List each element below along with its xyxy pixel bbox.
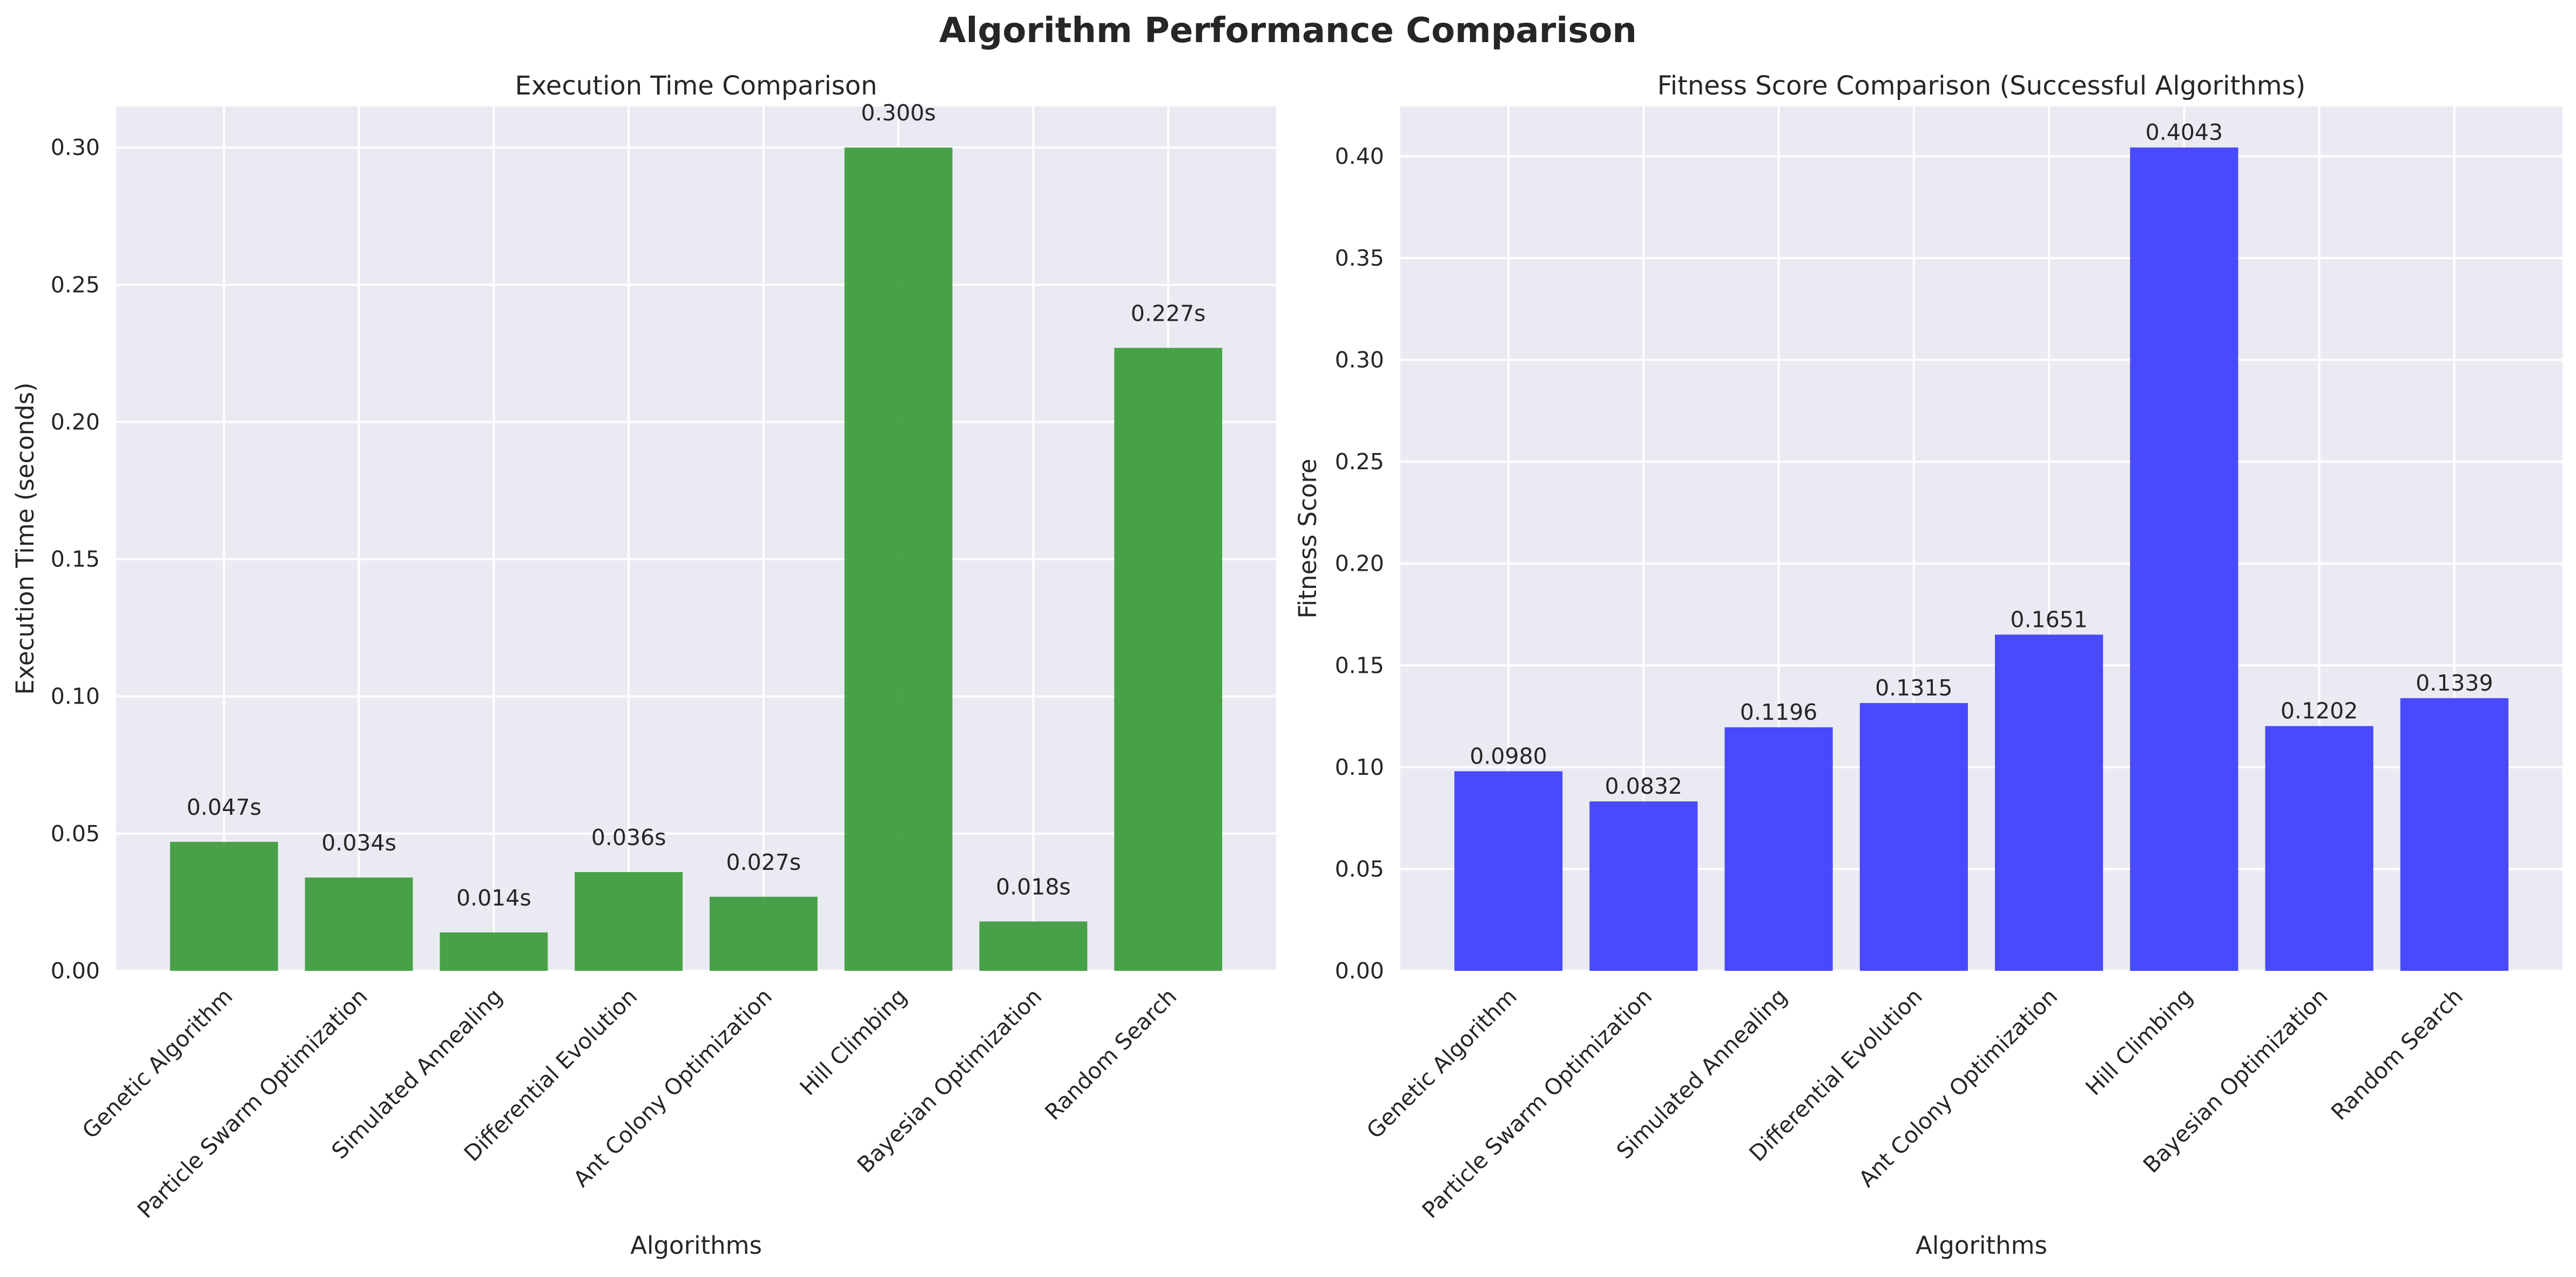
exec-bar bbox=[440, 932, 548, 971]
exec-x-tick-label: Random Search bbox=[1040, 983, 1182, 1125]
exec-y-axis-label: Execution Time (seconds) bbox=[11, 382, 39, 695]
exec-x-tick-label: Hill Climbing bbox=[795, 983, 912, 1100]
fitness-y-tick-label: 0.15 bbox=[1335, 652, 1384, 678]
fitness-y-tick-label: 0.25 bbox=[1335, 449, 1384, 475]
exec-bar bbox=[844, 147, 953, 971]
exec-x-tick-label: Particle Swarm Optimization bbox=[132, 983, 372, 1223]
fitness-data-label: 0.4043 bbox=[2146, 119, 2223, 145]
exec-data-label: 0.047s bbox=[186, 794, 261, 820]
execution-time-chart: 0.047s 0.034s 0.014s 0.036s 0.027s 0.300s 0.01… bbox=[11, 71, 1276, 1260]
fitness-chart-title: Fitness Score Comparison (Successful Alg… bbox=[1657, 71, 2306, 101]
fitness-y-tick-label: 0.30 bbox=[1335, 347, 1384, 373]
fitness-data-label: 0.1196 bbox=[1740, 699, 1817, 725]
exec-data-label: 0.036s bbox=[591, 825, 666, 850]
fitness-x-axis-label: Algorithms bbox=[1916, 1231, 2047, 1260]
exec-bar bbox=[305, 877, 413, 971]
exec-y-tick-label: 0.10 bbox=[51, 684, 100, 710]
exec-bar bbox=[575, 872, 683, 971]
fitness-data-label: 0.1202 bbox=[2281, 698, 2358, 724]
exec-chart-title: Execution Time Comparison bbox=[515, 71, 878, 101]
exec-data-label: 0.027s bbox=[726, 849, 801, 875]
fitness-data-label: 0.1339 bbox=[2416, 670, 2493, 696]
fitness-bar bbox=[1859, 703, 1968, 971]
fitness-y-tick-label: 0.35 bbox=[1335, 245, 1384, 271]
fitness-y-tick-label: 0.40 bbox=[1335, 143, 1384, 169]
fitness-x-tick-label: Hill Climbing bbox=[2080, 983, 2197, 1100]
exec-data-label: 0.300s bbox=[861, 100, 936, 126]
exec-data-label: 0.018s bbox=[996, 874, 1071, 900]
figure-title: Algorithm Performance Comparison bbox=[939, 11, 1637, 51]
fitness-bar bbox=[1724, 727, 1833, 971]
fitness-data-label: 0.1651 bbox=[2010, 606, 2087, 632]
fitness-bar bbox=[2265, 726, 2373, 971]
exec-y-tick-label: 0.05 bbox=[51, 821, 100, 847]
exec-y-tick-label: 0.30 bbox=[51, 134, 100, 160]
fitness-bar bbox=[2130, 147, 2238, 971]
fitness-y-axis-label: Fitness Score bbox=[1293, 458, 1322, 618]
exec-y-tick-label: 0.20 bbox=[51, 409, 100, 435]
fitness-bar bbox=[2400, 698, 2508, 971]
exec-data-label: 0.034s bbox=[321, 830, 396, 856]
exec-x-tick-label: Genetic Algorithm bbox=[77, 983, 238, 1144]
fitness-data-label: 0.0980 bbox=[1469, 743, 1547, 769]
fitness-bar bbox=[1454, 771, 1563, 971]
exec-plot-area bbox=[116, 106, 1276, 971]
exec-bar bbox=[170, 842, 278, 971]
fitness-x-tick-label: Particle Swarm Optimization bbox=[1417, 983, 1657, 1223]
fitness-data-label: 0.0832 bbox=[1605, 773, 1682, 799]
fitness-y-tick-label: 0.00 bbox=[1335, 958, 1384, 984]
exec-y-tick-label: 0.00 bbox=[51, 958, 100, 984]
exec-bar bbox=[979, 921, 1088, 971]
exec-y-tick-label: 0.25 bbox=[51, 272, 100, 298]
exec-data-label: 0.227s bbox=[1131, 300, 1206, 326]
exec-data-label: 0.014s bbox=[456, 885, 531, 911]
exec-y-tick-label: 0.15 bbox=[51, 546, 100, 572]
exec-bar bbox=[1114, 348, 1223, 971]
fitness-y-tick-label: 0.10 bbox=[1335, 754, 1384, 780]
fitness-x-tick-label: Random Search bbox=[2326, 983, 2468, 1125]
fitness-plot-area bbox=[1400, 106, 2562, 971]
exec-x-axis-label: Algorithms bbox=[630, 1231, 762, 1260]
fitness-data-label: 0.1315 bbox=[1875, 675, 1952, 701]
fitness-y-tick-label: 0.05 bbox=[1335, 856, 1384, 882]
exec-bar bbox=[709, 896, 818, 971]
fitness-bar bbox=[1995, 634, 2103, 971]
fitness-x-tick-label: Genetic Algorithm bbox=[1361, 983, 1522, 1144]
fitness-bar bbox=[1589, 801, 1698, 971]
fitness-score-chart: 0.0980 0.0832 0.1196 0.1315 0.1651 0.4043 0.12… bbox=[1293, 71, 2562, 1260]
fitness-y-tick-label: 0.20 bbox=[1335, 551, 1384, 577]
